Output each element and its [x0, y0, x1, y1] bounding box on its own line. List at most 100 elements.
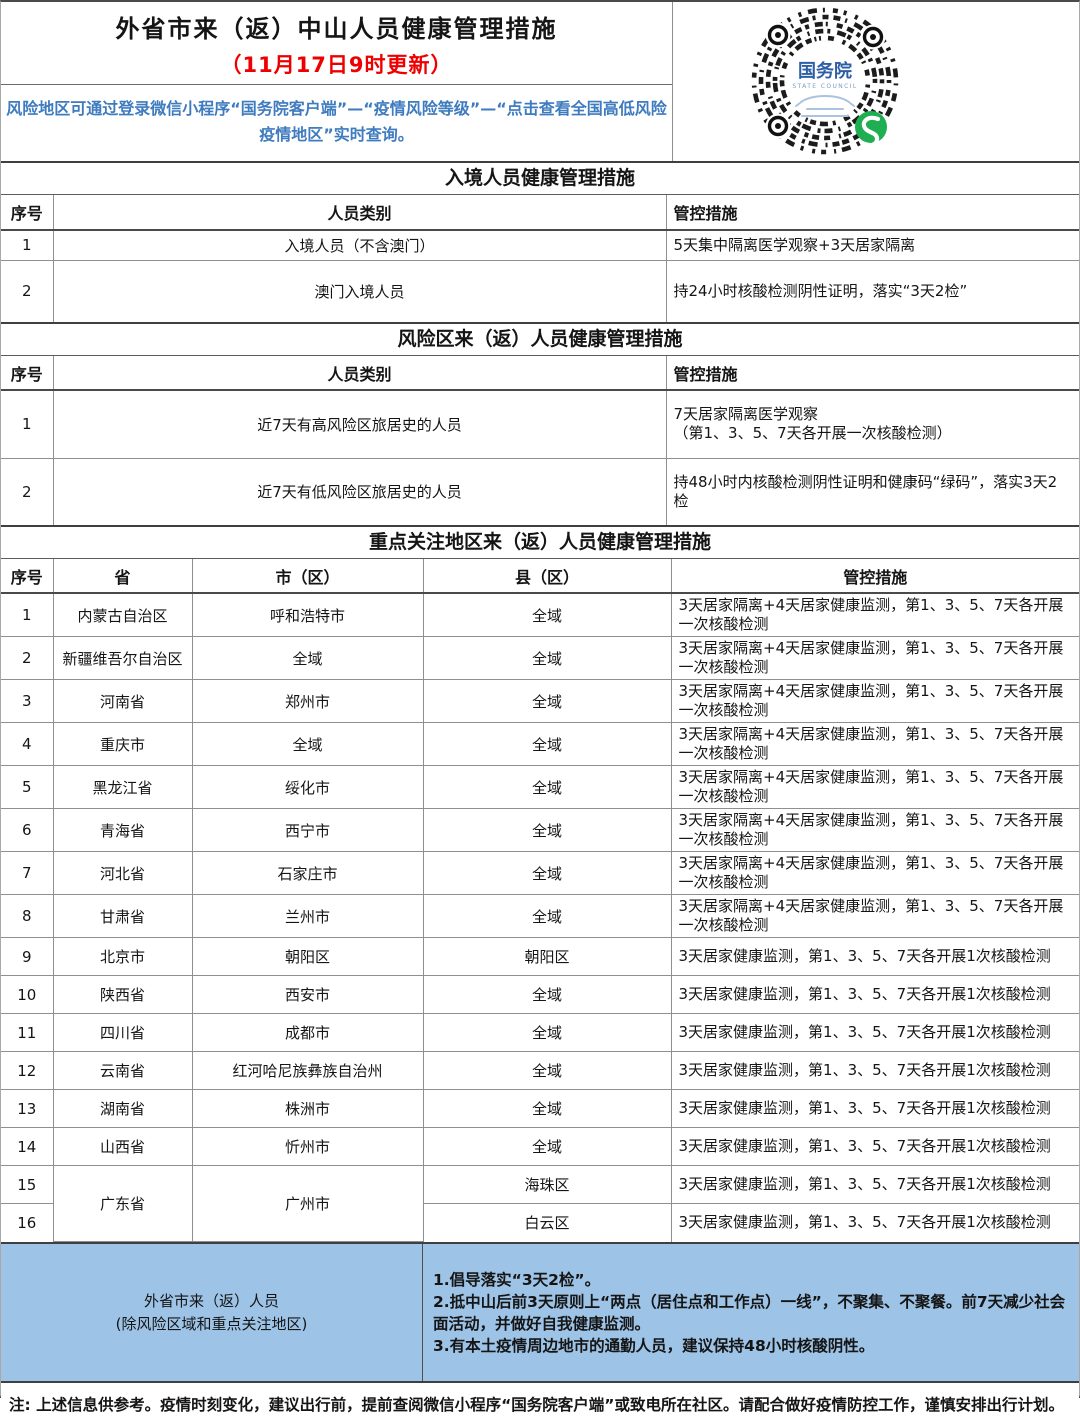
cell-county: 全域 — [422, 592, 672, 637]
qr-cell: 国务院 STATE COUNCIL — [673, 2, 1079, 161]
focus-table: 序号 省 市（区） 县（区） 管控措施 1 内蒙古自治区 呼和浩特市 全域 3天… — [1, 559, 1079, 1242]
cell-measure: 5天集中隔离医学观察+3天居家隔离 — [665, 229, 1079, 261]
cell-province: 甘肃省 — [52, 894, 193, 938]
cell-category: 入境人员（不含澳门） — [52, 229, 667, 261]
cell-province: 四川省 — [52, 1013, 193, 1052]
table-row: 2 近7天有低风险区旅居史的人员 持48小时内核酸检测阴性证明和健康码“绿码”，… — [1, 457, 1079, 525]
cell-province: 陕西省 — [52, 975, 193, 1014]
table-row: 10 陕西省 西安市 全域 3天居家健康监测，第1、3、5、7天各开展1次核酸检… — [1, 975, 1079, 1014]
state-council-building-icon — [795, 95, 855, 117]
cell-measure: 3天居家隔离+4天居家健康监测，第1、3、5、7天各开展一次核酸检测 — [670, 722, 1079, 766]
cell-no: 16 — [1, 1203, 54, 1242]
section-focus: 重点关注地区来（返）人员健康管理措施 序号 省 市（区） 县（区） 管控措施 1… — [1, 525, 1079, 1242]
cell-city: 郑州市 — [191, 679, 424, 723]
cell-province: 北京市 — [52, 937, 193, 976]
cell-category: 近7天有高风险区旅居史的人员 — [52, 389, 667, 459]
cell-measure: 3天居家隔离+4天居家健康监测，第1、3、5、7天各开展一次核酸检测 — [670, 636, 1079, 680]
cell-measure: 3天居家健康监测，第1、3、5、7天各开展1次核酸检测 — [670, 1203, 1079, 1242]
panel-measure-item: 1.倡导落实“3天2检”。 — [433, 1270, 601, 1289]
update-time: （11月17日9时更新） — [220, 53, 453, 77]
cell-no: 1 — [1, 592, 54, 637]
col-measure: 管控措施 — [670, 559, 1079, 594]
cell-county: 全域 — [422, 765, 672, 809]
qr-center-label: 国务院 — [798, 60, 852, 82]
cell-no: 7 — [1, 851, 54, 895]
cell-county: 全域 — [422, 808, 672, 852]
cell-county: 全域 — [422, 636, 672, 680]
panel-measures: 1.倡导落实“3天2检”。 2.抵中山后前3天原则上“两点（居住点和工作点）一线… — [423, 1244, 1079, 1381]
table-row: 12 云南省 红河哈尼族彝族自治州 全域 3天居家健康监测，第1、3、5、7天各… — [1, 1051, 1079, 1090]
section-entry: 入境人员健康管理措施 序号 人员类别 管控措施 1 入境人员（不含澳门） 5天集… — [1, 161, 1079, 322]
table-row: 3 河南省 郑州市 全域 3天居家隔离+4天居家健康监测，第1、3、5、7天各开… — [1, 679, 1079, 723]
cell-no: 3 — [1, 679, 54, 723]
section-risk: 风险区来（返）人员健康管理措施 序号 人员类别 管控措施 1 近7天有高风险区旅… — [1, 322, 1079, 525]
cell-province: 黑龙江省 — [52, 765, 193, 809]
col-no: 序号 — [1, 559, 54, 594]
cell-province: 青海省 — [52, 808, 193, 852]
cell-province: 广东省 — [52, 1165, 193, 1242]
cell-city: 红河哈尼族彝族自治州 — [191, 1051, 424, 1090]
cell-no: 12 — [1, 1051, 54, 1090]
cell-no: 8 — [1, 894, 54, 938]
cell-county: 全域 — [422, 679, 672, 723]
cell-measure: 持48小时内核酸检测阴性证明和健康码“绿码”，落实3天2检 — [665, 457, 1079, 525]
footer-note: 注: 上述信息供参考。疫情时刻变化，建议出行前，提前查阅微信小程序“国务院客户端… — [1, 1381, 1079, 1425]
cell-city: 石家庄市 — [191, 851, 424, 895]
table-row: 1 近7天有高风险区旅居史的人员 7天居家隔离医学观察 （第1、3、5、7天各开… — [1, 389, 1079, 459]
cell-county: 全域 — [422, 722, 672, 766]
entry-table: 序号 人员类别 管控措施 1 入境人员（不含澳门） 5天集中隔离医学观察+3天居… — [1, 195, 1079, 322]
cell-county: 全域 — [422, 851, 672, 895]
cell-no: 4 — [1, 722, 54, 766]
cell-province: 云南省 — [52, 1051, 193, 1090]
cell-city: 绥化市 — [191, 765, 424, 809]
cell-county: 全域 — [422, 1051, 672, 1090]
cell-measure: 3天居家隔离+4天居家健康监测，第1、3、5、7天各开展一次核酸检测 — [670, 765, 1079, 809]
cell-measure: 3天居家隔离+4天居家健康监测，第1、3、5、7天各开展一次核酸检测 — [670, 679, 1079, 723]
cell-no: 9 — [1, 937, 54, 976]
cell-no: 15 — [1, 1165, 54, 1204]
cell-no: 10 — [1, 975, 54, 1014]
col-no: 序号 — [1, 195, 54, 231]
col-category: 人员类别 — [52, 195, 667, 231]
table-row: 16 白云区 3天居家健康监测，第1、3、5、7天各开展1次核酸检测 — [1, 1203, 1079, 1242]
col-city: 市（区） — [191, 559, 424, 594]
section-focus-title: 重点关注地区来（返）人员健康管理措施 — [1, 527, 1079, 559]
qr-eye-top-right — [860, 24, 886, 50]
cell-county: 全域 — [422, 975, 672, 1014]
cell-no: 1 — [1, 229, 54, 261]
table-row: 14 山西省 忻州市 全域 3天居家健康监测，第1、3、5、7天各开展1次核酸检… — [1, 1127, 1079, 1166]
cell-city: 西宁市 — [191, 808, 424, 852]
cell-no: 5 — [1, 765, 54, 809]
cell-city: 全域 — [191, 636, 424, 680]
cell-city: 成都市 — [191, 1013, 424, 1052]
cell-province: 内蒙古自治区 — [52, 592, 193, 637]
cell-county: 全域 — [422, 894, 672, 938]
cell-measure: 3天居家隔离+4天居家健康监测，第1、3、5、7天各开展一次核酸检测 — [670, 592, 1079, 637]
cell-measure: 3天居家健康监测，第1、3、5、7天各开展1次核酸检测 — [670, 1127, 1079, 1166]
page-title: 外省市来（返）中山人员健康管理措施 — [115, 15, 558, 43]
cell-province: 河南省 — [52, 679, 193, 723]
cell-city: 兰州市 — [191, 894, 424, 938]
cell-county: 全域 — [422, 1013, 672, 1052]
cell-measure: 3天居家健康监测，第1、3、5、7天各开展1次核酸检测 — [670, 1051, 1079, 1090]
panel-category: 外省市来（返）人员 (除风险区域和重点关注地区) — [1, 1244, 423, 1381]
cell-measure: 3天居家健康监测，第1、3、5、7天各开展1次核酸检测 — [670, 937, 1079, 976]
cell-province: 新疆维吾尔自治区 — [52, 636, 193, 680]
col-province: 省 — [52, 559, 193, 594]
cell-province: 河北省 — [52, 851, 193, 895]
table-row: 8 甘肃省 兰州市 全域 3天居家隔离+4天居家健康监测，第1、3、5、7天各开… — [1, 894, 1079, 938]
cell-county: 朝阳区 — [422, 937, 672, 976]
risk-query-notice: 风险地区可通过登录微信小程序“国务院客户端”—“疫情风险等级”—“点击查看全国高… — [6, 99, 667, 144]
cell-measure: 3天居家隔离+4天居家健康监测，第1、3、5、7天各开展一次核酸检测 — [670, 851, 1079, 895]
cell-no: 1 — [1, 389, 54, 459]
cell-category: 近7天有低风险区旅居史的人员 — [52, 457, 667, 525]
cell-no: 11 — [1, 1013, 54, 1052]
table-row: 11 四川省 成都市 全域 3天居家健康监测，第1、3、5、7天各开展1次核酸检… — [1, 1013, 1079, 1052]
cell-county: 全域 — [422, 1089, 672, 1128]
table-row: 13 湖南省 株洲市 全域 3天居家健康监测，第1、3、5、7天各开展1次核酸检… — [1, 1089, 1079, 1128]
cell-no: 13 — [1, 1089, 54, 1128]
table-row: 5 黑龙江省 绥化市 全域 3天居家隔离+4天居家健康监测，第1、3、5、7天各… — [1, 765, 1079, 809]
cell-province: 湖南省 — [52, 1089, 193, 1128]
section-risk-title: 风险区来（返）人员健康管理措施 — [1, 324, 1079, 356]
table-row: 1 入境人员（不含澳门） 5天集中隔离医学观察+3天居家隔离 — [1, 229, 1079, 261]
